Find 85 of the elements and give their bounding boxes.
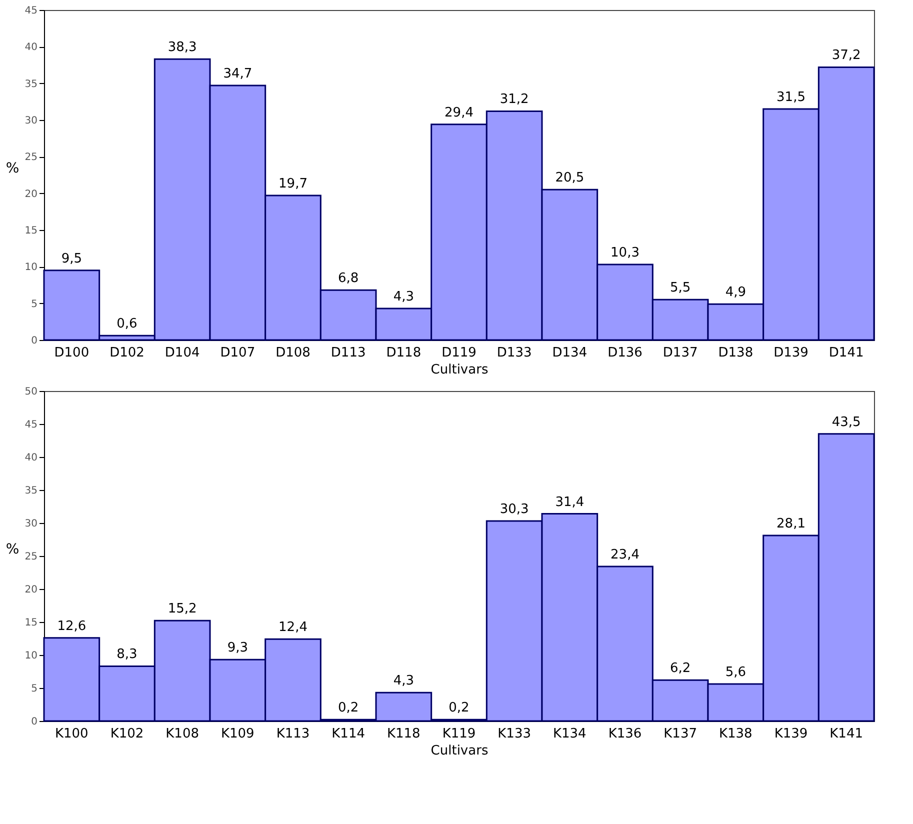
y-tick-label: 0 [31, 336, 38, 346]
x-tick-label: D107 [220, 346, 256, 360]
data-label: 19,7 [278, 176, 308, 192]
y-tick-label: 10 [24, 262, 38, 274]
data-label: 0,6 [116, 316, 138, 332]
y-tick-label: 35 [24, 486, 38, 496]
data-label: 8,3 [116, 647, 138, 662]
data-label: 20,5 [555, 170, 584, 186]
y-tick-label: 20 [24, 188, 38, 200]
data-label: 5,5 [670, 280, 691, 296]
y-tick-label: 45 [24, 420, 38, 430]
y-tick-label: 5 [31, 684, 38, 694]
x-tick-label: D134 [552, 346, 588, 360]
x-tick-label: K141 [830, 726, 864, 742]
x-tick-label: D137 [662, 346, 698, 360]
x-tick-label: K109 [220, 726, 254, 742]
data-label: 29,4 [444, 105, 474, 120]
data-label: 5,6 [725, 665, 746, 680]
y-tick-label: 40 [24, 42, 38, 54]
x-tick-label: D108 [276, 346, 310, 360]
y-tick-label: 50 [24, 386, 38, 398]
x-tick-label: K134 [552, 726, 586, 742]
x-tick-label: K102 [110, 726, 144, 742]
x-tick-label: K119 [442, 726, 476, 742]
y-tick-label: 20 [24, 584, 38, 596]
x-tick-label: D102 [110, 346, 144, 360]
data-label: 9,3 [227, 640, 248, 656]
y-tick-label: 25 [24, 152, 38, 164]
x-tick-label: D118 [386, 346, 422, 360]
data-label: 0,2 [448, 700, 470, 716]
y-axis-title: % [6, 542, 20, 558]
y-tick-label: 25 [24, 552, 38, 562]
data-label: 37,2 [832, 48, 861, 64]
data-label: 0,2 [338, 700, 359, 716]
x-tick-label: K138 [718, 726, 752, 742]
x-tick-label: K133 [498, 726, 532, 742]
y-tick-label: 0 [31, 716, 38, 728]
data-label: 31,4 [555, 494, 584, 510]
data-label: 4,9 [725, 285, 746, 300]
data-label: 31,2 [500, 92, 529, 108]
data-label: 23,4 [610, 548, 640, 563]
x-tick-label: K118 [386, 726, 420, 742]
data-label: 38,3 [168, 40, 197, 56]
data-label: 31,5 [776, 90, 806, 105]
y-tick-label: 10 [24, 650, 38, 662]
x-tick-label: K139 [774, 726, 808, 742]
x-tick-label: K100 [54, 726, 88, 742]
data-label: 4,3 [393, 674, 414, 689]
x-axis-title: Cultivars [430, 362, 488, 378]
x-tick-label: D136 [608, 346, 642, 360]
data-label: 30,3 [500, 502, 529, 518]
x-tick-label: K136 [608, 726, 642, 742]
data-label: 10,3 [610, 245, 640, 260]
x-tick-label: K137 [664, 726, 698, 742]
data-label: 4,3 [393, 289, 414, 304]
data-label: 12,6 [57, 618, 86, 634]
x-tick-label: K108 [166, 726, 200, 742]
x-tick-label: K114 [332, 726, 366, 742]
data-label: 12,4 [278, 620, 308, 636]
x-tick-label: D133 [496, 346, 532, 360]
y-axis-title: % [6, 160, 20, 176]
x-tick-label: D119 [442, 346, 476, 360]
x-tick-label: D141 [828, 346, 864, 360]
data-label: 6,8 [338, 271, 359, 286]
data-label: 43,5 [832, 414, 861, 430]
y-tick-label: 30 [24, 518, 38, 530]
x-tick-label: D138 [718, 346, 754, 360]
x-tick-label: D113 [330, 346, 366, 360]
y-tick-label: 15 [24, 618, 38, 628]
x-axis-title: Cultivars [430, 744, 488, 758]
y-tick-label: 30 [24, 116, 38, 126]
x-tick-label: D100 [54, 346, 90, 360]
data-label: 15,2 [168, 602, 197, 617]
data-label: 6,2 [670, 661, 691, 676]
x-tick-label: D104 [164, 346, 200, 360]
y-tick-label: 45 [24, 6, 38, 16]
data-label: 9,5 [61, 251, 82, 266]
data-label: 28,1 [776, 516, 806, 532]
y-tick-label: 40 [24, 452, 38, 464]
y-tick-label: 35 [24, 78, 38, 90]
x-tick-label: K113 [276, 726, 310, 742]
x-tick-label: D139 [774, 346, 808, 360]
y-tick-label: 15 [24, 226, 38, 236]
y-tick-label: 5 [31, 298, 38, 310]
data-label: 34,7 [223, 66, 252, 82]
